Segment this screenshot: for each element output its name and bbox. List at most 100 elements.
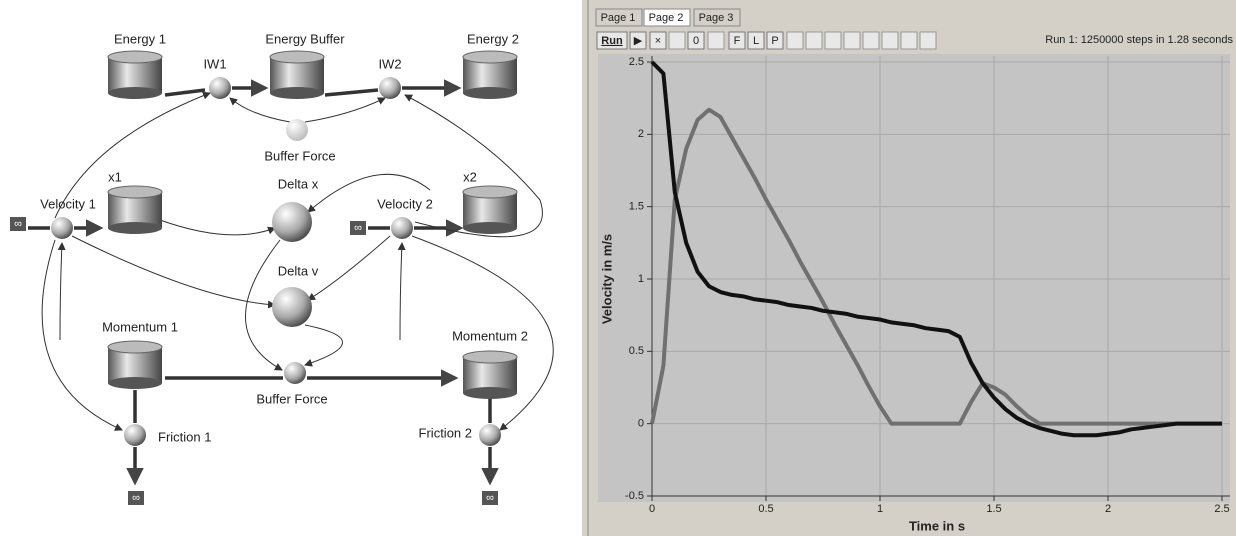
tab[interactable] <box>643 8 691 27</box>
node-label: Friction 2 <box>419 425 472 440</box>
node-label: x1 <box>108 169 122 184</box>
node-sphere[interactable] <box>286 119 308 141</box>
stock-bottom <box>270 87 324 99</box>
toolbar-icon[interactable] <box>668 31 686 50</box>
node-sphere[interactable] <box>284 362 306 384</box>
infinity-symbol: ∞ <box>14 218 22 230</box>
tab[interactable] <box>693 8 741 27</box>
node-sphere[interactable] <box>379 77 401 99</box>
toolbar-button[interactable] <box>596 31 628 50</box>
node-label: IW1 <box>203 56 226 71</box>
plot-window: Page 1 Page 2 Page 3 Run ▶ × 0 F L P Run 1: 125000… <box>594 0 1236 536</box>
x-tick-label: 2 <box>1105 503 1111 515</box>
run-status: Run 1: 1250000 steps in 1.28 seconds <box>1045 34 1233 46</box>
stock-top[interactable] <box>462 50 518 64</box>
y-tick-label: 0.5 <box>629 345 644 357</box>
stock-top[interactable] <box>107 340 163 354</box>
stock-bottom <box>108 222 162 234</box>
node-sphere[interactable] <box>51 217 73 239</box>
node-sphere[interactable] <box>124 424 146 446</box>
stock-top[interactable] <box>107 50 163 64</box>
x-tick-label: 0.5 <box>758 503 773 515</box>
node-sphere[interactable] <box>391 217 413 239</box>
flow <box>324 88 379 97</box>
toolbar-icon[interactable] <box>900 31 918 50</box>
node-sphere[interactable] <box>209 77 231 99</box>
toolbar-icon[interactable] <box>843 31 861 50</box>
node-label: Delta x <box>278 176 319 191</box>
connectors <box>41 91 554 431</box>
infinity-box <box>128 491 144 505</box>
node-sphere[interactable] <box>479 424 501 446</box>
stock-top[interactable] <box>107 185 163 199</box>
toolbar-button[interactable] <box>649 31 667 50</box>
y-tick-label: 2 <box>638 128 644 140</box>
tab-label: Page 3 <box>699 12 734 24</box>
toolbar-button[interactable] <box>629 31 647 50</box>
node-sphere[interactable] <box>272 202 312 242</box>
node-label: Friction 1 <box>158 429 211 444</box>
y-axis-label: Velocity in m/s <box>599 234 614 324</box>
stock-top[interactable] <box>462 350 518 364</box>
node-label: Velocity 2 <box>377 196 433 211</box>
infinity-symbol: ∞ <box>354 222 362 234</box>
node-label: Momentum 1 <box>102 319 178 334</box>
x-tick-label: 0 <box>649 503 655 515</box>
toolbar-icon[interactable] <box>805 31 823 50</box>
toolbar-label: ▶ <box>634 35 643 47</box>
stock-bottom <box>108 87 162 99</box>
stock-top[interactable] <box>462 185 518 199</box>
toolbar-icon[interactable] <box>707 31 725 50</box>
toolbar-label: P <box>771 35 778 47</box>
infinity-symbol: ∞ <box>132 492 140 504</box>
data-line <box>650 107 1222 426</box>
node-sphere[interactable] <box>272 287 312 327</box>
node-label: x2 <box>463 169 477 184</box>
node-label: IW2 <box>378 56 401 71</box>
plot-area <box>598 54 1230 502</box>
toolbar-icon[interactable] <box>862 31 880 50</box>
toolbar-button[interactable] <box>728 31 746 50</box>
toolbar-label: × <box>655 35 661 47</box>
stock-bottom <box>108 377 162 389</box>
toolbar-label: F <box>734 35 741 47</box>
node-label: Energy 2 <box>467 31 519 46</box>
toolbar-icon[interactable] <box>919 31 937 50</box>
stock-bottom <box>463 87 517 99</box>
node-label: Momentum 2 <box>452 328 528 343</box>
tab-label: Page 2 <box>649 12 684 24</box>
tab-label: Page 1 <box>601 12 636 24</box>
y-tick-label: 0 <box>638 418 644 430</box>
toolbar-label: 0 <box>693 35 699 47</box>
node-label: Energy Buffer <box>265 31 345 46</box>
stock-bottom <box>463 387 517 399</box>
tab[interactable] <box>595 8 643 27</box>
x-tick-label: 1 <box>877 503 883 515</box>
node-label: Buffer Force <box>264 148 335 163</box>
x-tick-label: 1.5 <box>986 503 1001 515</box>
data-line <box>650 60 1222 438</box>
toolbar-icon[interactable] <box>824 31 842 50</box>
y-tick-label: 2.5 <box>629 56 644 68</box>
stock-top[interactable] <box>269 50 325 64</box>
toolbar-label: Run <box>601 35 623 47</box>
y-tick-label: 1 <box>638 273 644 285</box>
toolbar-label: L <box>753 35 759 47</box>
toolbar-button[interactable] <box>687 31 705 50</box>
infinity-box <box>10 217 26 231</box>
x-axis-label: Time in s <box>909 518 965 533</box>
node-label: Delta v <box>278 263 319 278</box>
toolbar-button[interactable] <box>766 31 784 50</box>
x-tick-label: 2.5 <box>1214 503 1229 515</box>
node-label: Velocity 1 <box>40 196 96 211</box>
y-tick-label: -0.5 <box>625 490 644 502</box>
stock-bottom <box>463 222 517 234</box>
toolbar-button[interactable] <box>747 31 765 50</box>
model-diagram: Energy 1 IW1 Energy Buffer IW2 Energy 2 Buffe… <box>10 31 554 505</box>
infinity-box <box>350 221 366 235</box>
node-label: Buffer Force <box>256 391 327 406</box>
toolbar-icon[interactable] <box>786 31 804 50</box>
infinity-symbol: ∞ <box>486 492 494 504</box>
toolbar-icon[interactable] <box>881 31 899 50</box>
